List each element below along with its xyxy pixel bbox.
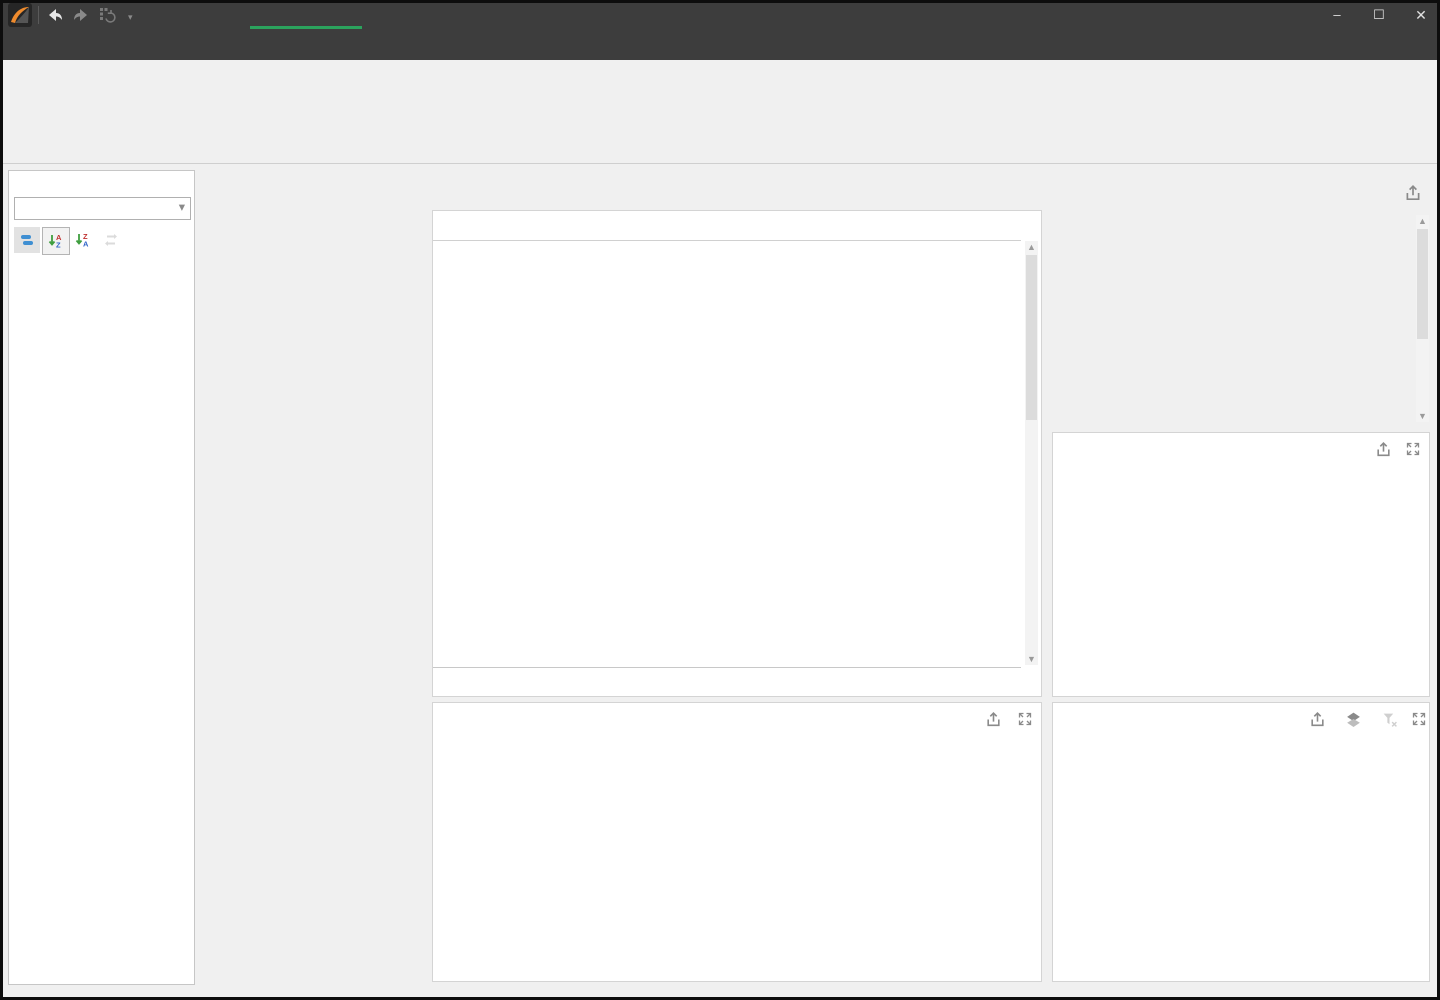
- svg-text:A: A: [83, 240, 89, 249]
- maximize-button[interactable]: ☐: [1373, 7, 1385, 22]
- svg-text:A: A: [56, 233, 62, 242]
- export-dashboard-icon[interactable]: [1404, 184, 1422, 202]
- choropleth-map: [1053, 731, 1429, 981]
- chevron-down-icon: ▾: [178, 200, 185, 214]
- data-source-select[interactable]: ▾: [14, 197, 191, 220]
- map-item-sales-by-state[interactable]: [1052, 702, 1430, 982]
- minimize-button[interactable]: –: [1333, 7, 1341, 22]
- bar-chart: [433, 781, 1043, 981]
- ribbon-tab-row: ▾: [0, 30, 1440, 83]
- donut-chart: [1053, 433, 1431, 696]
- undo-quick-icon[interactable]: [46, 6, 64, 24]
- redo-quick-icon[interactable]: [72, 6, 90, 24]
- collapse-fields-button[interactable]: [14, 227, 40, 253]
- scroll-thumb[interactable]: [1417, 229, 1428, 339]
- refresh-grid-quick-icon[interactable]: [98, 6, 116, 24]
- scroll-down-icon[interactable]: ▼: [1418, 411, 1427, 421]
- maximize-item-icon[interactable]: [1405, 441, 1423, 459]
- scroll-thumb[interactable]: [1026, 255, 1037, 420]
- clear-filter-icon[interactable]: [1381, 711, 1399, 729]
- transfer-fields-button[interactable]: [98, 227, 124, 253]
- bar-chart-item-top5-products[interactable]: [432, 702, 1042, 982]
- export-icon[interactable]: [1309, 711, 1327, 729]
- cards-vertical-scrollbar[interactable]: ▲ ▼: [1416, 215, 1429, 422]
- scroll-down-icon[interactable]: ▼: [1027, 654, 1036, 664]
- maximize-item-icon[interactable]: [1411, 711, 1429, 729]
- layers-icon[interactable]: [1345, 711, 1363, 729]
- scroll-up-icon[interactable]: ▲: [1418, 216, 1427, 226]
- title-bar: ▾ – ☐ ✕: [0, 0, 1440, 30]
- export-icon[interactable]: [1375, 441, 1393, 459]
- grid-item-sales-performance[interactable]: ▲ ▼: [432, 210, 1042, 697]
- scroll-up-icon[interactable]: ▲: [1027, 242, 1036, 252]
- grid-footer: [433, 667, 1021, 696]
- data-items-panel: [205, 165, 427, 985]
- maximize-item-icon[interactable]: [1017, 711, 1035, 729]
- close-button[interactable]: ✕: [1415, 7, 1427, 23]
- qat-dropdown-icon[interactable]: ▾: [128, 12, 133, 22]
- pie-item-product-categories[interactable]: [1052, 432, 1430, 697]
- app-logo-icon: [8, 3, 32, 27]
- grid-body: [433, 241, 1021, 665]
- qat-separator: [38, 6, 39, 24]
- grid-header: [433, 219, 1021, 241]
- grid-vertical-scrollbar[interactable]: ▲ ▼: [1025, 241, 1038, 665]
- svg-text:Z: Z: [83, 232, 88, 241]
- contextual-tab-underline: [250, 26, 362, 29]
- ribbon: [0, 60, 1440, 164]
- export-icon[interactable]: [985, 711, 1003, 729]
- svg-text:Z: Z: [56, 241, 61, 250]
